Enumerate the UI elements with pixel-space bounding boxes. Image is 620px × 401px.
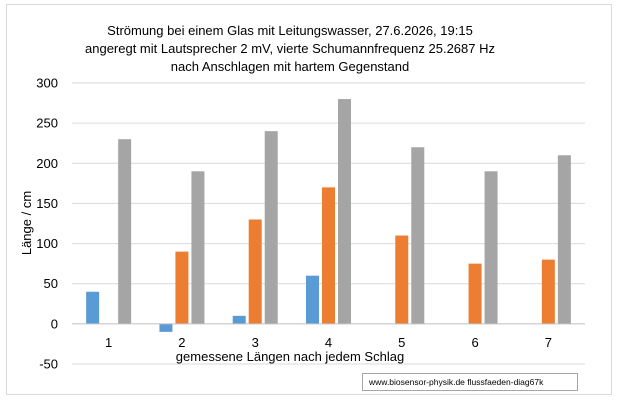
bar [232,315,246,324]
y-tick-label: 100 [36,236,58,251]
y-tick-label: 300 [36,76,58,91]
bar [159,323,173,332]
gridlines [72,82,585,365]
bar [86,291,100,324]
y-tick-label: 250 [36,116,58,131]
bar [557,155,571,324]
x-tick-label: 1 [105,335,112,350]
bar [264,131,278,324]
bar [395,235,409,324]
x-tick-label: 5 [398,335,405,350]
chart-title: Strömung bei einem Glas mit Leitungswass… [85,23,495,74]
chart-frame [6,4,612,395]
x-tick-labels: 1 2 3 4 5 6 7 [105,335,552,350]
x-tick-label: 4 [325,335,332,350]
y-tick-label: 50 [44,276,58,291]
x-tick-label: 3 [252,335,259,350]
bar [175,251,189,324]
bar [306,275,319,324]
bar [411,147,425,324]
source-note: www.biosensor-physik.de flussfaeden-diag… [362,373,578,391]
bars [86,99,571,332]
bar [484,171,498,324]
x-tick-label: 7 [545,335,552,350]
y-tick-label: 200 [36,156,58,171]
bar [541,259,555,324]
y-tick-label: -50 [39,357,58,372]
title-line-3: nach Anschlagen mit hartem Gegenstand [171,59,409,74]
y-tick-labels: -50 0 50 100 150 200 250 300 [36,76,58,372]
y-tick-label: 0 [51,316,58,331]
bar [338,99,351,324]
bar [468,263,482,324]
x-axis-title: gemessene Längen nach jedem Schlag [176,349,404,364]
y-axis-title: Länge / cm [19,191,34,255]
bar [191,171,205,324]
title-line-1: Strömung bei einem Glas mit Leitungswass… [107,23,473,38]
x-tick-label: 6 [471,335,478,350]
bar [322,187,335,324]
x-tick-label: 2 [178,335,185,350]
bar [118,139,132,324]
bar [248,219,262,324]
title-line-2: angeregt mit Lautsprecher 2 mV, vierte S… [85,41,495,56]
y-tick-label: 150 [36,196,58,211]
